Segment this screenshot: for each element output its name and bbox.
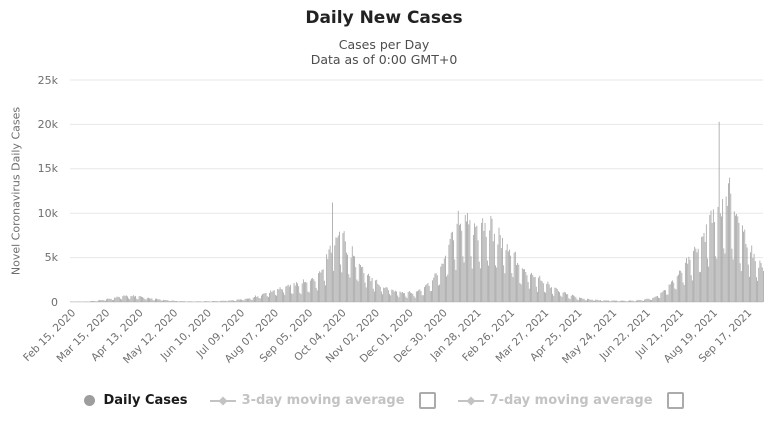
legend-item-3day-moving-average[interactable]: 3-day moving average (209, 393, 405, 408)
legend-item-7day-moving-average[interactable]: 7-day moving average (457, 393, 653, 408)
y-tick-label: 25k (37, 73, 58, 87)
legend-label-7day-moving-average: 7-day moving average (489, 393, 653, 408)
legend: Daily Cases 3-day moving average 7-day m… (0, 392, 768, 409)
y-tick-label: 10k (37, 206, 58, 220)
legend-label-3day-moving-average: 3-day moving average (241, 393, 405, 408)
y-tick-label: 0 (51, 295, 58, 309)
checkbox-3day-moving-average[interactable] (418, 392, 436, 409)
line-diamond-marker-icon (457, 396, 484, 405)
y-tick-label: 5k (44, 251, 58, 265)
daily-cases-dot-icon (84, 395, 96, 406)
chart-subtitle: Cases per Day (338, 37, 430, 52)
chart-data-timestamp: Data as of 0:00 GMT+0 (310, 52, 458, 67)
y-tick-label: 20k (37, 117, 58, 131)
page-title: Daily New Cases (305, 8, 463, 28)
legend-item-daily-cases[interactable]: Daily Cases (84, 393, 188, 408)
legend-label-daily-cases: Daily Cases (103, 393, 188, 408)
line-diamond-marker-icon (209, 396, 236, 405)
y-tick-label: 15k (37, 162, 58, 176)
checkbox-7day-moving-average[interactable] (666, 392, 684, 409)
